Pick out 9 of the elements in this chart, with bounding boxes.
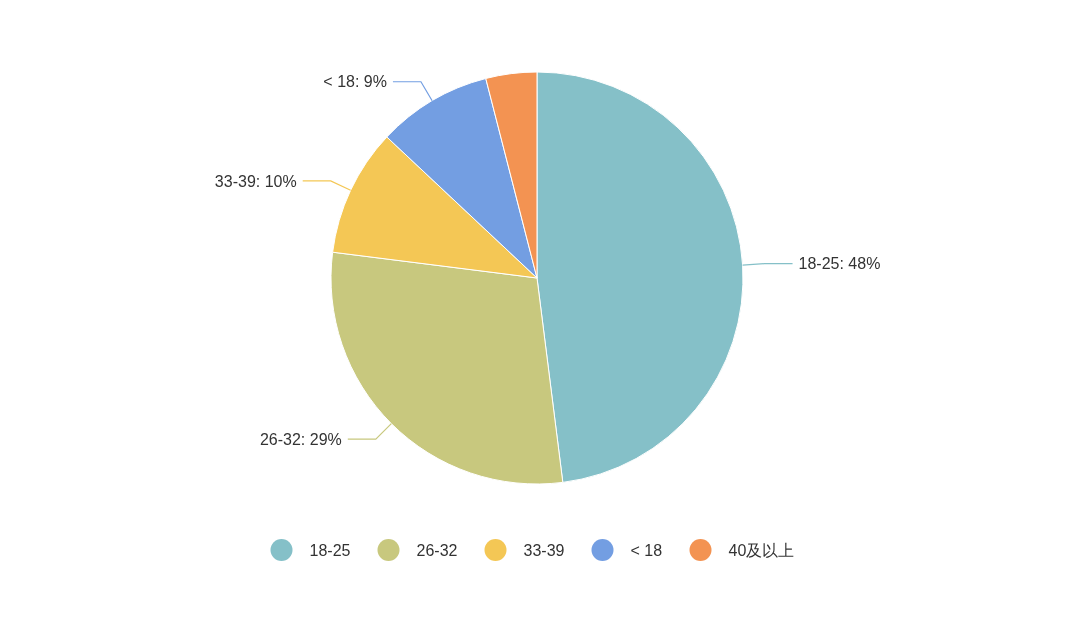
data-label: < 18: 9%	[323, 73, 387, 91]
data-label: 33-39: 10%	[214, 172, 297, 190]
legend-label: 26-32	[416, 541, 458, 559]
legend-label: 40及以上	[728, 541, 795, 559]
data-label: 18-25: 48%	[798, 255, 881, 273]
legend-label: 33-39	[523, 541, 565, 559]
legend-label: < 18	[630, 541, 663, 559]
legend-label: 18-25	[309, 541, 351, 559]
data-label: 26-32: 29%	[259, 430, 342, 448]
